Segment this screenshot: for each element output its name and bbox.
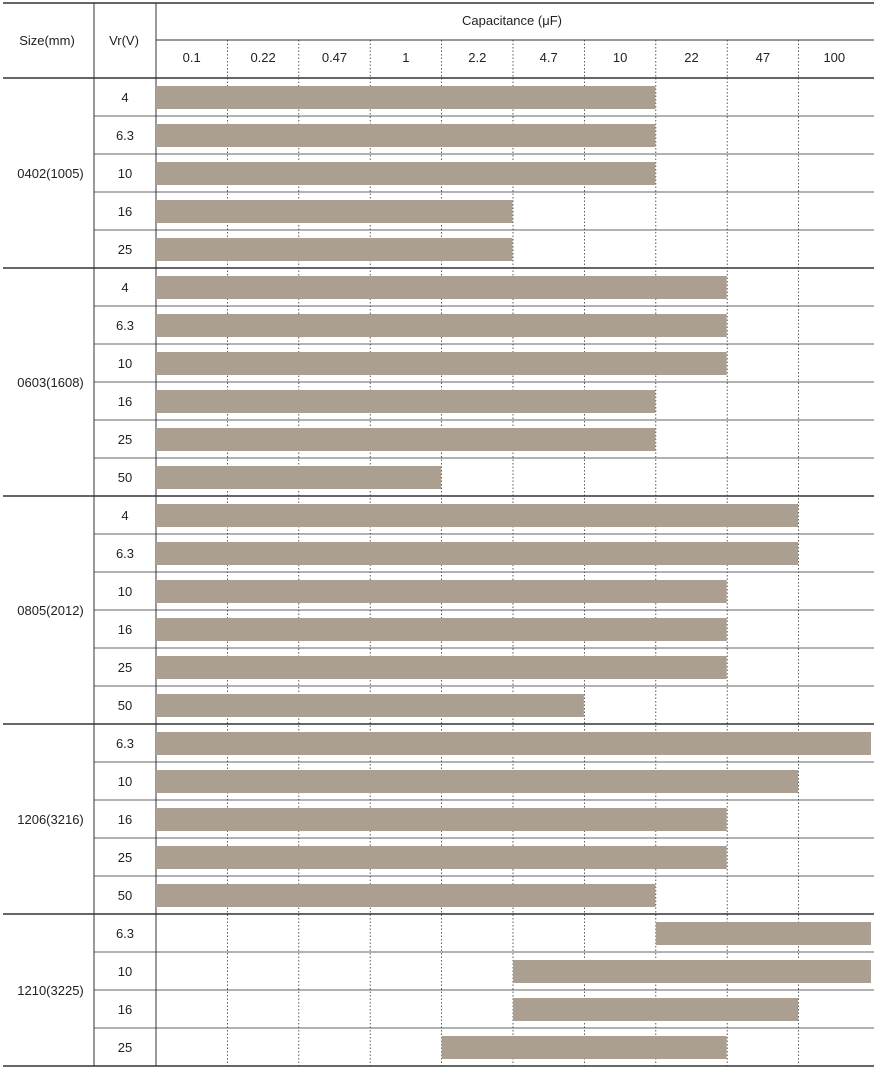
tick-label: 4.7 xyxy=(540,50,558,65)
capacitance-range-bar xyxy=(156,694,584,717)
capacitance-range-bar xyxy=(156,808,727,831)
capacitance-range-bar xyxy=(156,466,442,489)
capacitance-range-bar xyxy=(156,846,727,869)
chart-bars xyxy=(156,86,871,1059)
capacitance-range-bar xyxy=(513,998,799,1021)
voltage-label: 25 xyxy=(118,1040,132,1055)
tick-label: 10 xyxy=(613,50,627,65)
voltage-label: 6.3 xyxy=(116,128,134,143)
voltage-label: 6.3 xyxy=(116,736,134,751)
capacitance-range-bar xyxy=(156,86,656,109)
capacitance-range-bar xyxy=(156,618,727,641)
tick-label: 2.2 xyxy=(468,50,486,65)
voltage-label: 16 xyxy=(118,204,132,219)
size-label: 0402(1005) xyxy=(17,166,84,181)
voltage-label: 16 xyxy=(118,1002,132,1017)
voltage-label: 10 xyxy=(118,774,132,789)
voltage-column-header: Vr(V) xyxy=(109,33,139,48)
tick-label: 47 xyxy=(756,50,770,65)
capacitance-range-bar xyxy=(156,656,727,679)
capacitance-range-bar xyxy=(156,200,513,223)
voltage-label: 10 xyxy=(118,356,132,371)
capacitance-range-bar xyxy=(156,238,513,261)
voltage-label: 4 xyxy=(121,508,128,523)
tick-label: 100 xyxy=(823,50,845,65)
voltage-label: 25 xyxy=(118,660,132,675)
capacitance-range-bar xyxy=(156,162,656,185)
voltage-label: 25 xyxy=(118,850,132,865)
voltage-label: 6.3 xyxy=(116,926,134,941)
tick-label: 22 xyxy=(684,50,698,65)
tick-label: 0.1 xyxy=(183,50,201,65)
size-column-header: Size(mm) xyxy=(19,33,75,48)
voltage-label: 25 xyxy=(118,432,132,447)
capacitance-range-bar xyxy=(156,314,727,337)
voltage-label: 6.3 xyxy=(116,546,134,561)
size-label: 1210(3225) xyxy=(17,983,84,998)
capacitance-range-bar xyxy=(156,352,727,375)
size-label: 1206(3216) xyxy=(17,812,84,827)
voltage-label: 10 xyxy=(118,584,132,599)
voltage-label: 16 xyxy=(118,622,132,637)
capacitance-range-bar xyxy=(156,428,656,451)
tick-label: 1 xyxy=(402,50,409,65)
voltage-label: 50 xyxy=(118,888,132,903)
capacitance-range-bar xyxy=(156,124,656,147)
capacitance-range-bar xyxy=(156,770,799,793)
voltage-label: 6.3 xyxy=(116,318,134,333)
capacitance-range-bar xyxy=(156,542,799,565)
capacitance-range-bar xyxy=(156,276,727,299)
capacitance-range-bar xyxy=(655,922,871,945)
tick-label: 0.22 xyxy=(250,50,275,65)
capacitance-axis-title: Capacitance (μF) xyxy=(462,13,562,28)
size-label: 0805(2012) xyxy=(17,603,84,618)
capacitance-range-bar xyxy=(156,580,727,603)
voltage-label: 10 xyxy=(118,166,132,181)
voltage-label: 50 xyxy=(118,470,132,485)
voltage-label: 25 xyxy=(118,242,132,257)
capacitance-range-bar xyxy=(156,884,656,907)
capacitance-range-bar xyxy=(156,504,799,527)
voltage-label: 16 xyxy=(118,394,132,409)
voltage-label: 50 xyxy=(118,698,132,713)
chart-labels: 0.1 0.22 0.47 1 2.2 4.7 10 22 47 100 4 6.3 10 16 25 040… xyxy=(17,50,845,1055)
voltage-label: 4 xyxy=(121,280,128,295)
voltage-label: 10 xyxy=(118,964,132,979)
capacitance-range-bar xyxy=(513,960,871,983)
tick-label: 0.47 xyxy=(322,50,347,65)
voltage-label: 16 xyxy=(118,812,132,827)
capacitance-range-bar xyxy=(156,390,656,413)
size-label: 0603(1608) xyxy=(17,375,84,390)
capacitance-range-bar xyxy=(441,1036,727,1059)
capacitance-range-bar xyxy=(156,732,871,755)
voltage-label: 4 xyxy=(121,90,128,105)
